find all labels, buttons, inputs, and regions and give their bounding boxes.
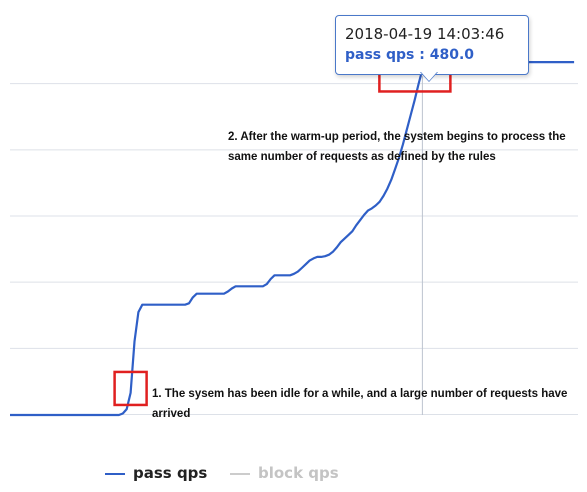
tooltip-time: 2018-04-19 14:03:46 <box>345 25 505 43</box>
legend-label-block-qps: block qps <box>258 464 339 482</box>
tooltip-label: pass qps : <box>345 47 425 63</box>
series-line-pass-qps[interactable] <box>10 61 575 417</box>
tooltip: 2018-04-19 14:03:46 pass qps : 480.0 <box>335 15 529 75</box>
tooltip-value-row: pass qps : 480.0 <box>345 47 474 63</box>
legend-swatch-block-qps <box>230 473 250 475</box>
legend-swatch-pass-qps <box>105 473 125 475</box>
legend-label-pass-qps: pass qps <box>133 464 208 482</box>
tooltip-arrow-inner <box>421 72 437 81</box>
grid-lines <box>10 83 578 415</box>
tooltip-value: 480.0 <box>429 47 475 63</box>
highlight-box-idle <box>113 370 148 407</box>
annotation-warmup: 2. After the warm-up period, the system … <box>228 131 566 163</box>
annotation-idle: 1. The sysem has been idle for a while, … <box>152 388 568 420</box>
